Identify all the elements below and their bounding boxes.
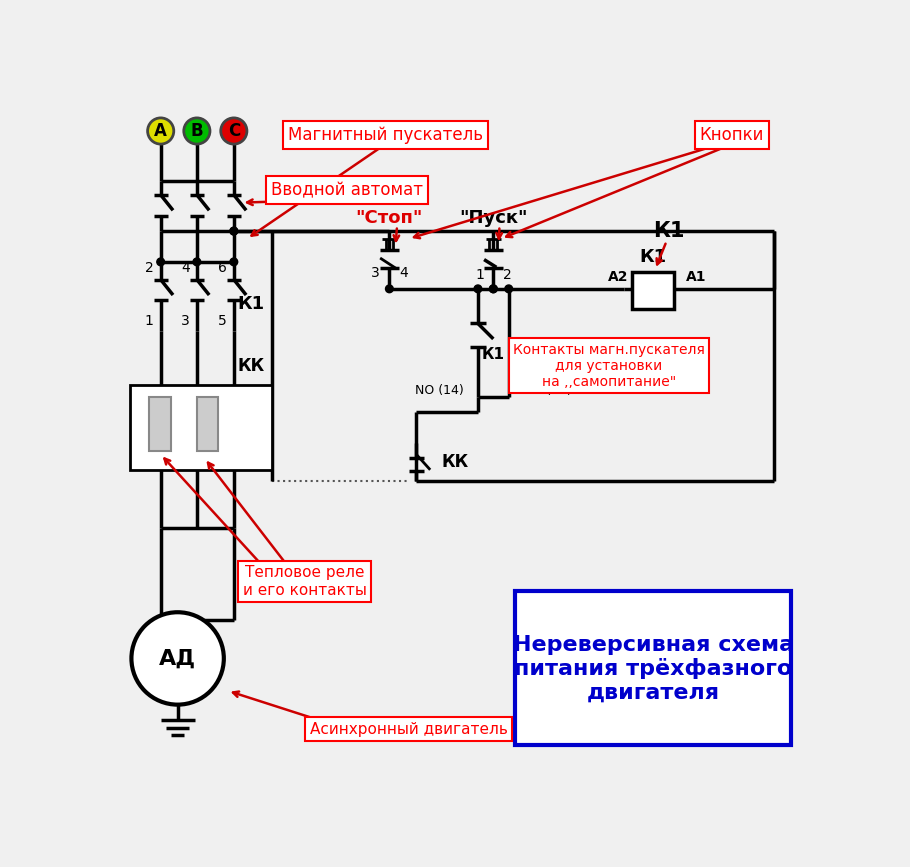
Text: 2: 2 — [503, 268, 511, 282]
Text: К1: К1 — [238, 296, 264, 313]
Text: Асинхронный двигатель: Асинхронный двигатель — [309, 722, 508, 737]
Text: A1: A1 — [686, 271, 706, 284]
Text: Магнитный пускатель: Магнитный пускатель — [288, 126, 483, 144]
Text: NO (13): NO (13) — [522, 384, 571, 397]
Circle shape — [505, 285, 512, 293]
Text: Контакты магн.пускателя
для установки
на ,,самопитание": Контакты магн.пускателя для установки на… — [513, 342, 704, 389]
Text: 5: 5 — [217, 314, 227, 329]
Text: КК: КК — [441, 453, 469, 471]
FancyBboxPatch shape — [515, 591, 792, 745]
Text: 1: 1 — [475, 268, 484, 282]
Text: 6: 6 — [217, 261, 227, 275]
Bar — [632, 272, 674, 309]
Bar — [130, 385, 272, 470]
Circle shape — [490, 285, 497, 293]
Circle shape — [184, 118, 210, 144]
Text: К1: К1 — [481, 347, 505, 362]
Text: Тепловое реле
и его контакты: Тепловое реле и его контакты — [243, 565, 367, 597]
Bar — [149, 396, 171, 451]
Text: Кнопки: Кнопки — [700, 126, 764, 144]
Text: A2: A2 — [608, 271, 628, 284]
Bar — [197, 396, 218, 451]
Circle shape — [386, 285, 393, 293]
Circle shape — [490, 285, 497, 293]
Text: АД: АД — [159, 649, 197, 668]
Text: КК: КК — [238, 357, 265, 375]
Circle shape — [147, 118, 174, 144]
Circle shape — [193, 258, 201, 266]
Text: К1: К1 — [639, 247, 666, 265]
Circle shape — [230, 227, 238, 235]
Text: 2: 2 — [145, 261, 154, 275]
Text: 4: 4 — [399, 266, 408, 280]
Circle shape — [157, 258, 165, 266]
Text: К1: К1 — [653, 221, 684, 241]
Text: NO (14): NO (14) — [415, 384, 464, 397]
Circle shape — [221, 118, 247, 144]
Circle shape — [230, 258, 238, 266]
Text: А: А — [155, 122, 167, 140]
Text: 1: 1 — [145, 314, 154, 329]
Text: В: В — [190, 122, 203, 140]
Text: Нереверсивная схема
питания трёхфазного
двигателя: Нереверсивная схема питания трёхфазного … — [513, 635, 794, 702]
Circle shape — [474, 285, 481, 293]
Text: 3: 3 — [181, 314, 189, 329]
Circle shape — [131, 612, 224, 705]
Text: 3: 3 — [371, 266, 379, 280]
Text: "Стоп": "Стоп" — [356, 209, 423, 227]
Text: 4: 4 — [181, 261, 189, 275]
Text: С: С — [228, 122, 240, 140]
Text: Вводной автомат: Вводной автомат — [271, 181, 423, 199]
Text: "Пуск": "Пуск" — [459, 209, 528, 227]
Circle shape — [230, 227, 238, 235]
